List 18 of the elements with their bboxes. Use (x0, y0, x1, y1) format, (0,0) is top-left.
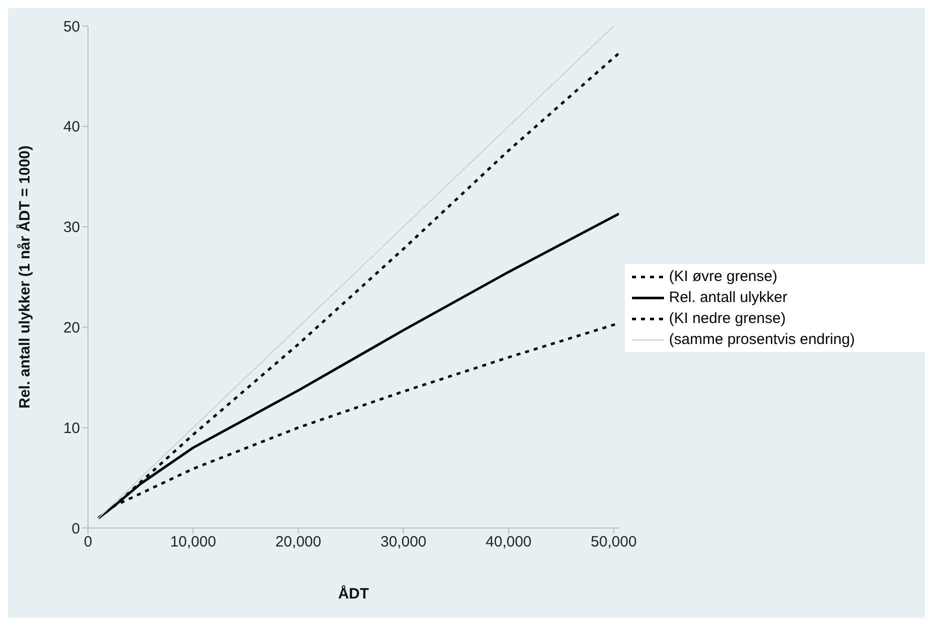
y-tick-label: 30 (63, 219, 80, 236)
x-tick-label: 40,000 (486, 534, 532, 551)
y-tick-label: 10 (63, 420, 80, 437)
y-tick-label: 20 (63, 320, 80, 337)
legend-label: (KI nedre grense) (669, 310, 786, 327)
legend-label: (samme prosentvis endring) (669, 331, 855, 348)
x-tick-label: 50,000 (590, 534, 637, 551)
legend-label: Rel. antall ulykker (669, 289, 788, 306)
y-tick-label: 40 (63, 118, 80, 136)
y-axis-title: Rel. antall ulykker (1 når ÅDT = 1000) (15, 145, 34, 409)
y-tick-label: 50 (63, 18, 80, 36)
x-tick-label: 30,000 (380, 534, 426, 551)
x-tick-label: 10,000 (170, 534, 216, 551)
x-tick-label: 0 (84, 534, 92, 551)
legend-label: (KI øvre grense) (669, 268, 778, 285)
y-tick-label: 0 (72, 520, 80, 538)
x-tick-label: 20,000 (275, 534, 322, 551)
x-axis-title: ÅDT (338, 584, 369, 603)
